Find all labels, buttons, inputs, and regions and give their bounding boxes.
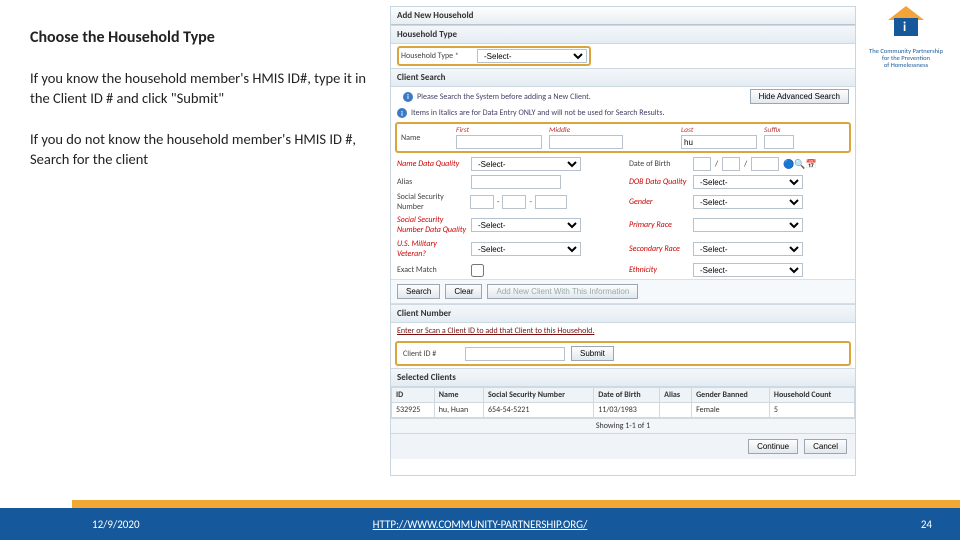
client-id-label: Client ID # — [403, 349, 459, 359]
section-selected-clients: Selected Clients — [391, 368, 855, 387]
exact-label: Exact Match — [397, 265, 467, 275]
instructions-panel: Choose the Household Type If you know th… — [30, 28, 380, 191]
footer-bar: 12/9/2020 HTTP://WWW.COMMUNITY-PARTNERSH… — [0, 508, 960, 540]
dob-label: Date of Birth — [629, 159, 689, 169]
name-row-highlight: Name First Middle Last Suffix — [395, 122, 851, 153]
section-household-type: Household Type — [391, 25, 855, 44]
household-type-select[interactable]: -Select- — [477, 49, 587, 63]
client-number-message: Enter or Scan a Client ID to add that Cl… — [391, 323, 855, 339]
section-client-number: Client Number — [391, 304, 855, 323]
suffix-input[interactable] — [764, 135, 794, 149]
ethnicity-label: Ethnicity — [629, 265, 689, 275]
col-name: Name — [434, 388, 483, 403]
footer-url: HTTP://WWW.COMMUNITY-PARTNERSHIP.ORG/ — [373, 518, 588, 531]
footer-date: 12/9/2020 — [92, 518, 140, 531]
window-title: Add New Household — [391, 7, 855, 25]
gender-label: Gender — [629, 197, 689, 207]
instruction-title: Choose the Household Type — [30, 28, 380, 47]
instruction-para-1: If you know the household member's HMIS … — [30, 69, 380, 108]
secondary-race-select[interactable]: -Select- — [693, 242, 803, 256]
last-name-input[interactable] — [681, 135, 757, 149]
add-new-client-button[interactable]: Add New Client With This Information — [487, 284, 638, 299]
info-icon: i — [397, 108, 407, 118]
col-gender: Gender Banned — [692, 388, 770, 403]
ssn-label: Social Security Number — [397, 192, 467, 212]
hide-advanced-button[interactable]: Hide Advanced Search — [750, 89, 849, 104]
logo-text-3: of Homelessness — [860, 62, 952, 69]
dob-d[interactable] — [722, 157, 740, 171]
primary-race-label: Primary Race — [629, 220, 689, 230]
ssn-1[interactable] — [470, 195, 494, 209]
client-id-input[interactable] — [465, 347, 565, 361]
info-italics: i Items in Italics are for Data Entry ON… — [391, 106, 855, 120]
org-logo: i The Community Partnership for the Prev… — [860, 6, 952, 69]
clear-button[interactable]: Clear — [445, 284, 482, 299]
table-row[interactable]: 532925 hu, Huan 654-54-5221 11/03/1983 F… — [392, 403, 855, 418]
cancel-button[interactable]: Cancel — [804, 439, 847, 454]
col-id: ID — [392, 388, 435, 403]
ethnicity-select[interactable]: -Select- — [693, 263, 803, 277]
selected-clients-table: ID Name Social Security Number Date of B… — [391, 387, 855, 418]
primary-race-select[interactable] — [693, 218, 803, 232]
table-showing: Showing 1-1 of 1 — [391, 418, 855, 433]
ssn-2[interactable] — [502, 195, 526, 209]
ssn-dq-select[interactable]: -Select- — [471, 218, 581, 232]
info-icon: i — [403, 92, 413, 102]
exact-checkbox[interactable] — [471, 264, 484, 277]
continue-button[interactable]: Continue — [748, 439, 798, 454]
instruction-para-2: If you do not know the household member'… — [30, 130, 380, 169]
ssn-dq-label: Social Security Number Data Quality — [397, 215, 467, 235]
gold-band — [0, 500, 960, 508]
info-search-first: i Please Search the System before adding… — [397, 90, 597, 104]
dob-dq-label: DOB Data Quality — [629, 177, 689, 187]
first-name-input[interactable] — [456, 135, 542, 149]
gender-select[interactable]: -Select- — [693, 195, 803, 209]
submit-button[interactable]: Submit — [571, 346, 614, 361]
dob-dq-select[interactable]: -Select- — [693, 175, 803, 189]
alias-input[interactable] — [471, 175, 561, 189]
col-alias: Alias — [660, 388, 692, 403]
vet-label: U.S. Military Veteran? — [397, 239, 467, 259]
footer-page: 24 — [921, 518, 932, 531]
secondary-race-label: Secondary Race — [629, 244, 689, 254]
dob-icons: 🔵🔍📅 — [783, 159, 817, 170]
name-dq-select[interactable]: -Select- — [471, 157, 581, 171]
dob-y[interactable] — [751, 157, 779, 171]
app-window: Add New Household Household Type Househo… — [390, 6, 856, 476]
col-count: Household Count — [769, 388, 854, 403]
col-dob: Date of Birth — [594, 388, 660, 403]
search-button[interactable]: Search — [397, 284, 440, 299]
household-type-label: Household Type * — [401, 51, 471, 61]
alias-label: Alias — [397, 177, 467, 187]
vet-select[interactable]: -Select- — [471, 242, 581, 256]
col-ssn: Social Security Number — [483, 388, 593, 403]
ssn-3[interactable] — [535, 195, 567, 209]
name-dq-label: Name Data Quality — [397, 159, 467, 169]
house-icon: i — [886, 6, 926, 46]
middle-name-input[interactable] — [549, 135, 623, 149]
section-client-search: Client Search — [391, 68, 855, 87]
dob-m[interactable] — [693, 157, 711, 171]
client-id-highlight: Client ID # Submit — [395, 341, 851, 366]
